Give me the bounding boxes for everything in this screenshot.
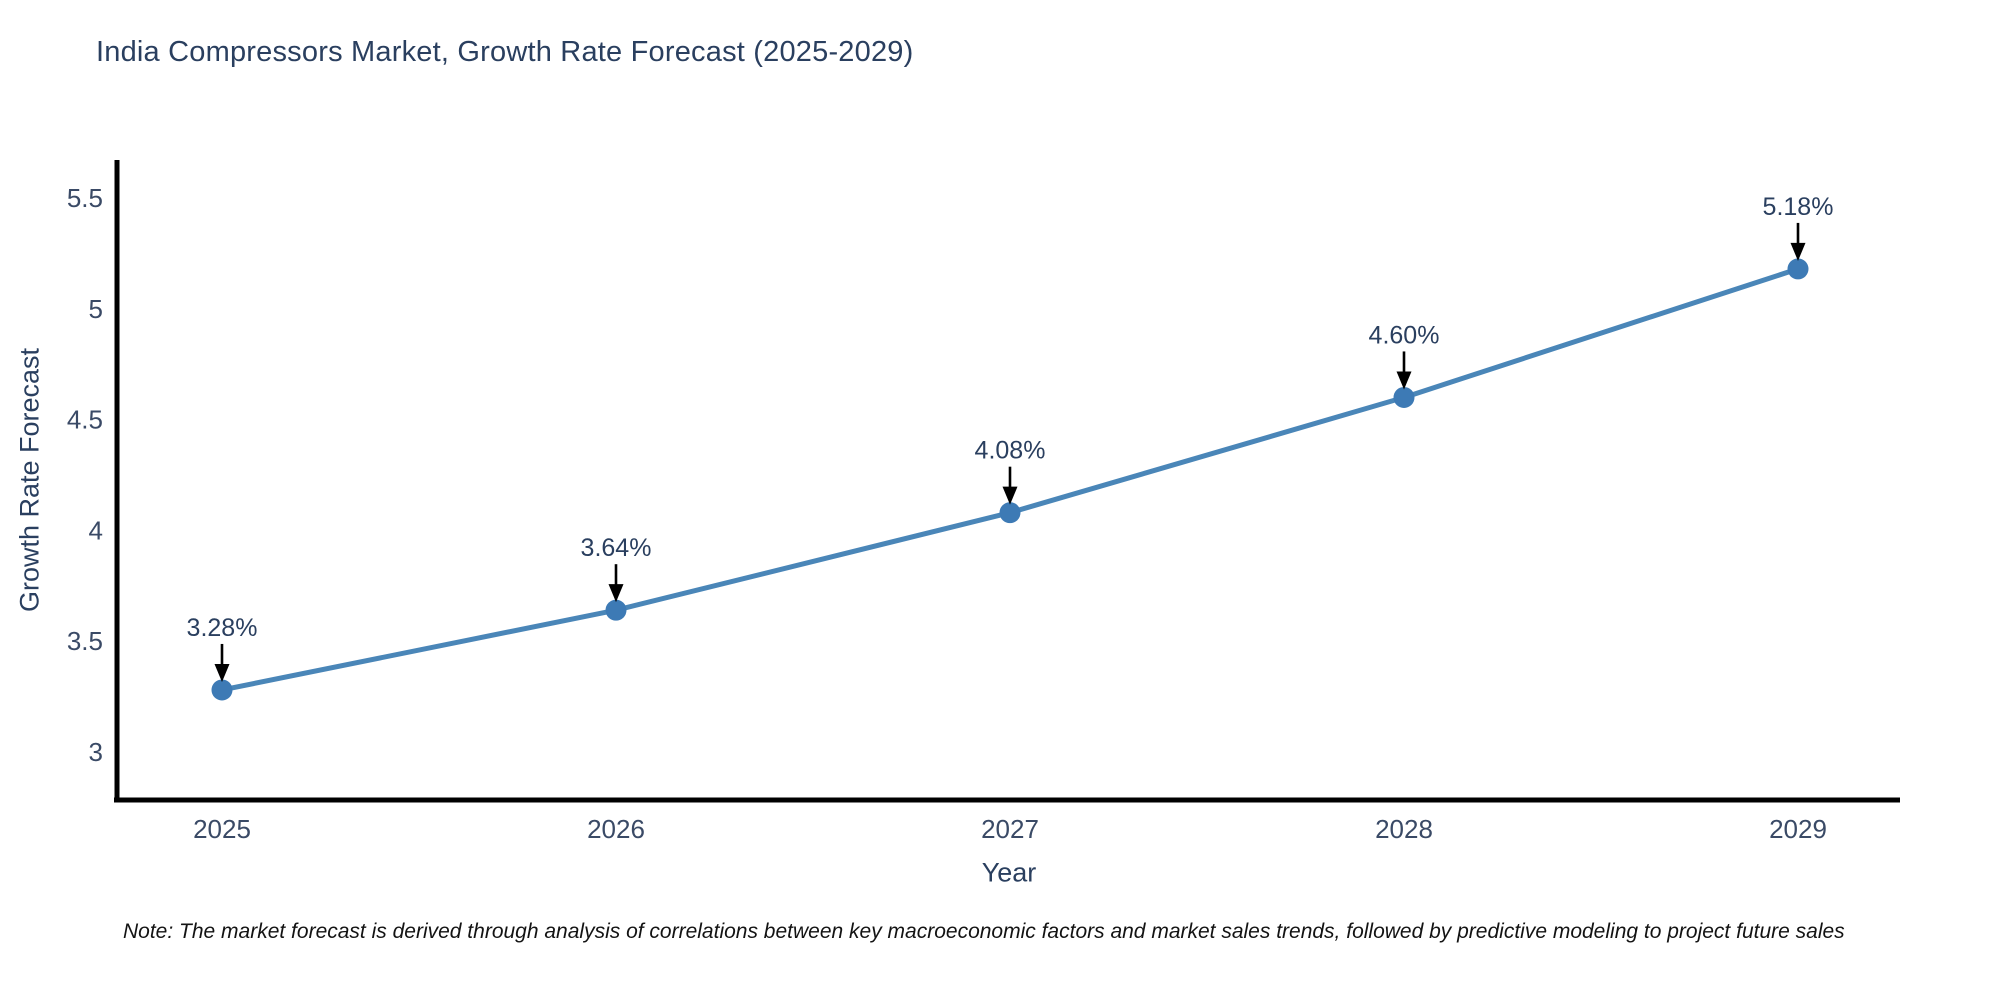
data-point-marker <box>605 599 627 621</box>
data-point-marker <box>1393 386 1415 408</box>
annotation-arrow-head <box>214 663 230 682</box>
annotation-arrow-head <box>1396 371 1412 390</box>
point-annotation: 4.60% <box>1369 321 1440 349</box>
y-tick-label: 4.5 <box>67 405 103 435</box>
x-tick-label: 2027 <box>981 814 1039 844</box>
annotation-arrow-head <box>608 584 624 603</box>
x-tick-label: 2026 <box>587 814 645 844</box>
annotation-arrow-head <box>1002 486 1018 505</box>
y-tick-label: 4 <box>89 515 103 545</box>
data-point-marker <box>999 502 1021 524</box>
footnote: Note: The market forecast is derived thr… <box>123 920 1845 943</box>
y-tick-label: 3.5 <box>67 626 103 656</box>
point-annotation: 4.08% <box>975 437 1046 465</box>
y-tick-label: 5 <box>89 294 103 324</box>
data-point-marker <box>1787 258 1809 280</box>
chart-title: India Compressors Market, Growth Rate Fo… <box>96 36 914 68</box>
point-annotation: 5.18% <box>1763 193 1834 221</box>
y-tick-label: 5.5 <box>67 183 103 213</box>
annotation-arrow-head <box>1790 242 1806 261</box>
y-axis-title: Growth Rate Forecast <box>14 347 45 613</box>
x-tick-label: 2029 <box>1769 814 1827 844</box>
point-annotation: 3.28% <box>187 614 258 642</box>
point-annotation: 3.64% <box>581 534 652 562</box>
x-axis-title: Year <box>981 857 1037 888</box>
y-tick-label: 3 <box>89 737 103 767</box>
data-point-marker <box>211 679 233 701</box>
x-tick-label: 2028 <box>1375 814 1433 844</box>
x-tick-label: 2025 <box>193 814 251 844</box>
